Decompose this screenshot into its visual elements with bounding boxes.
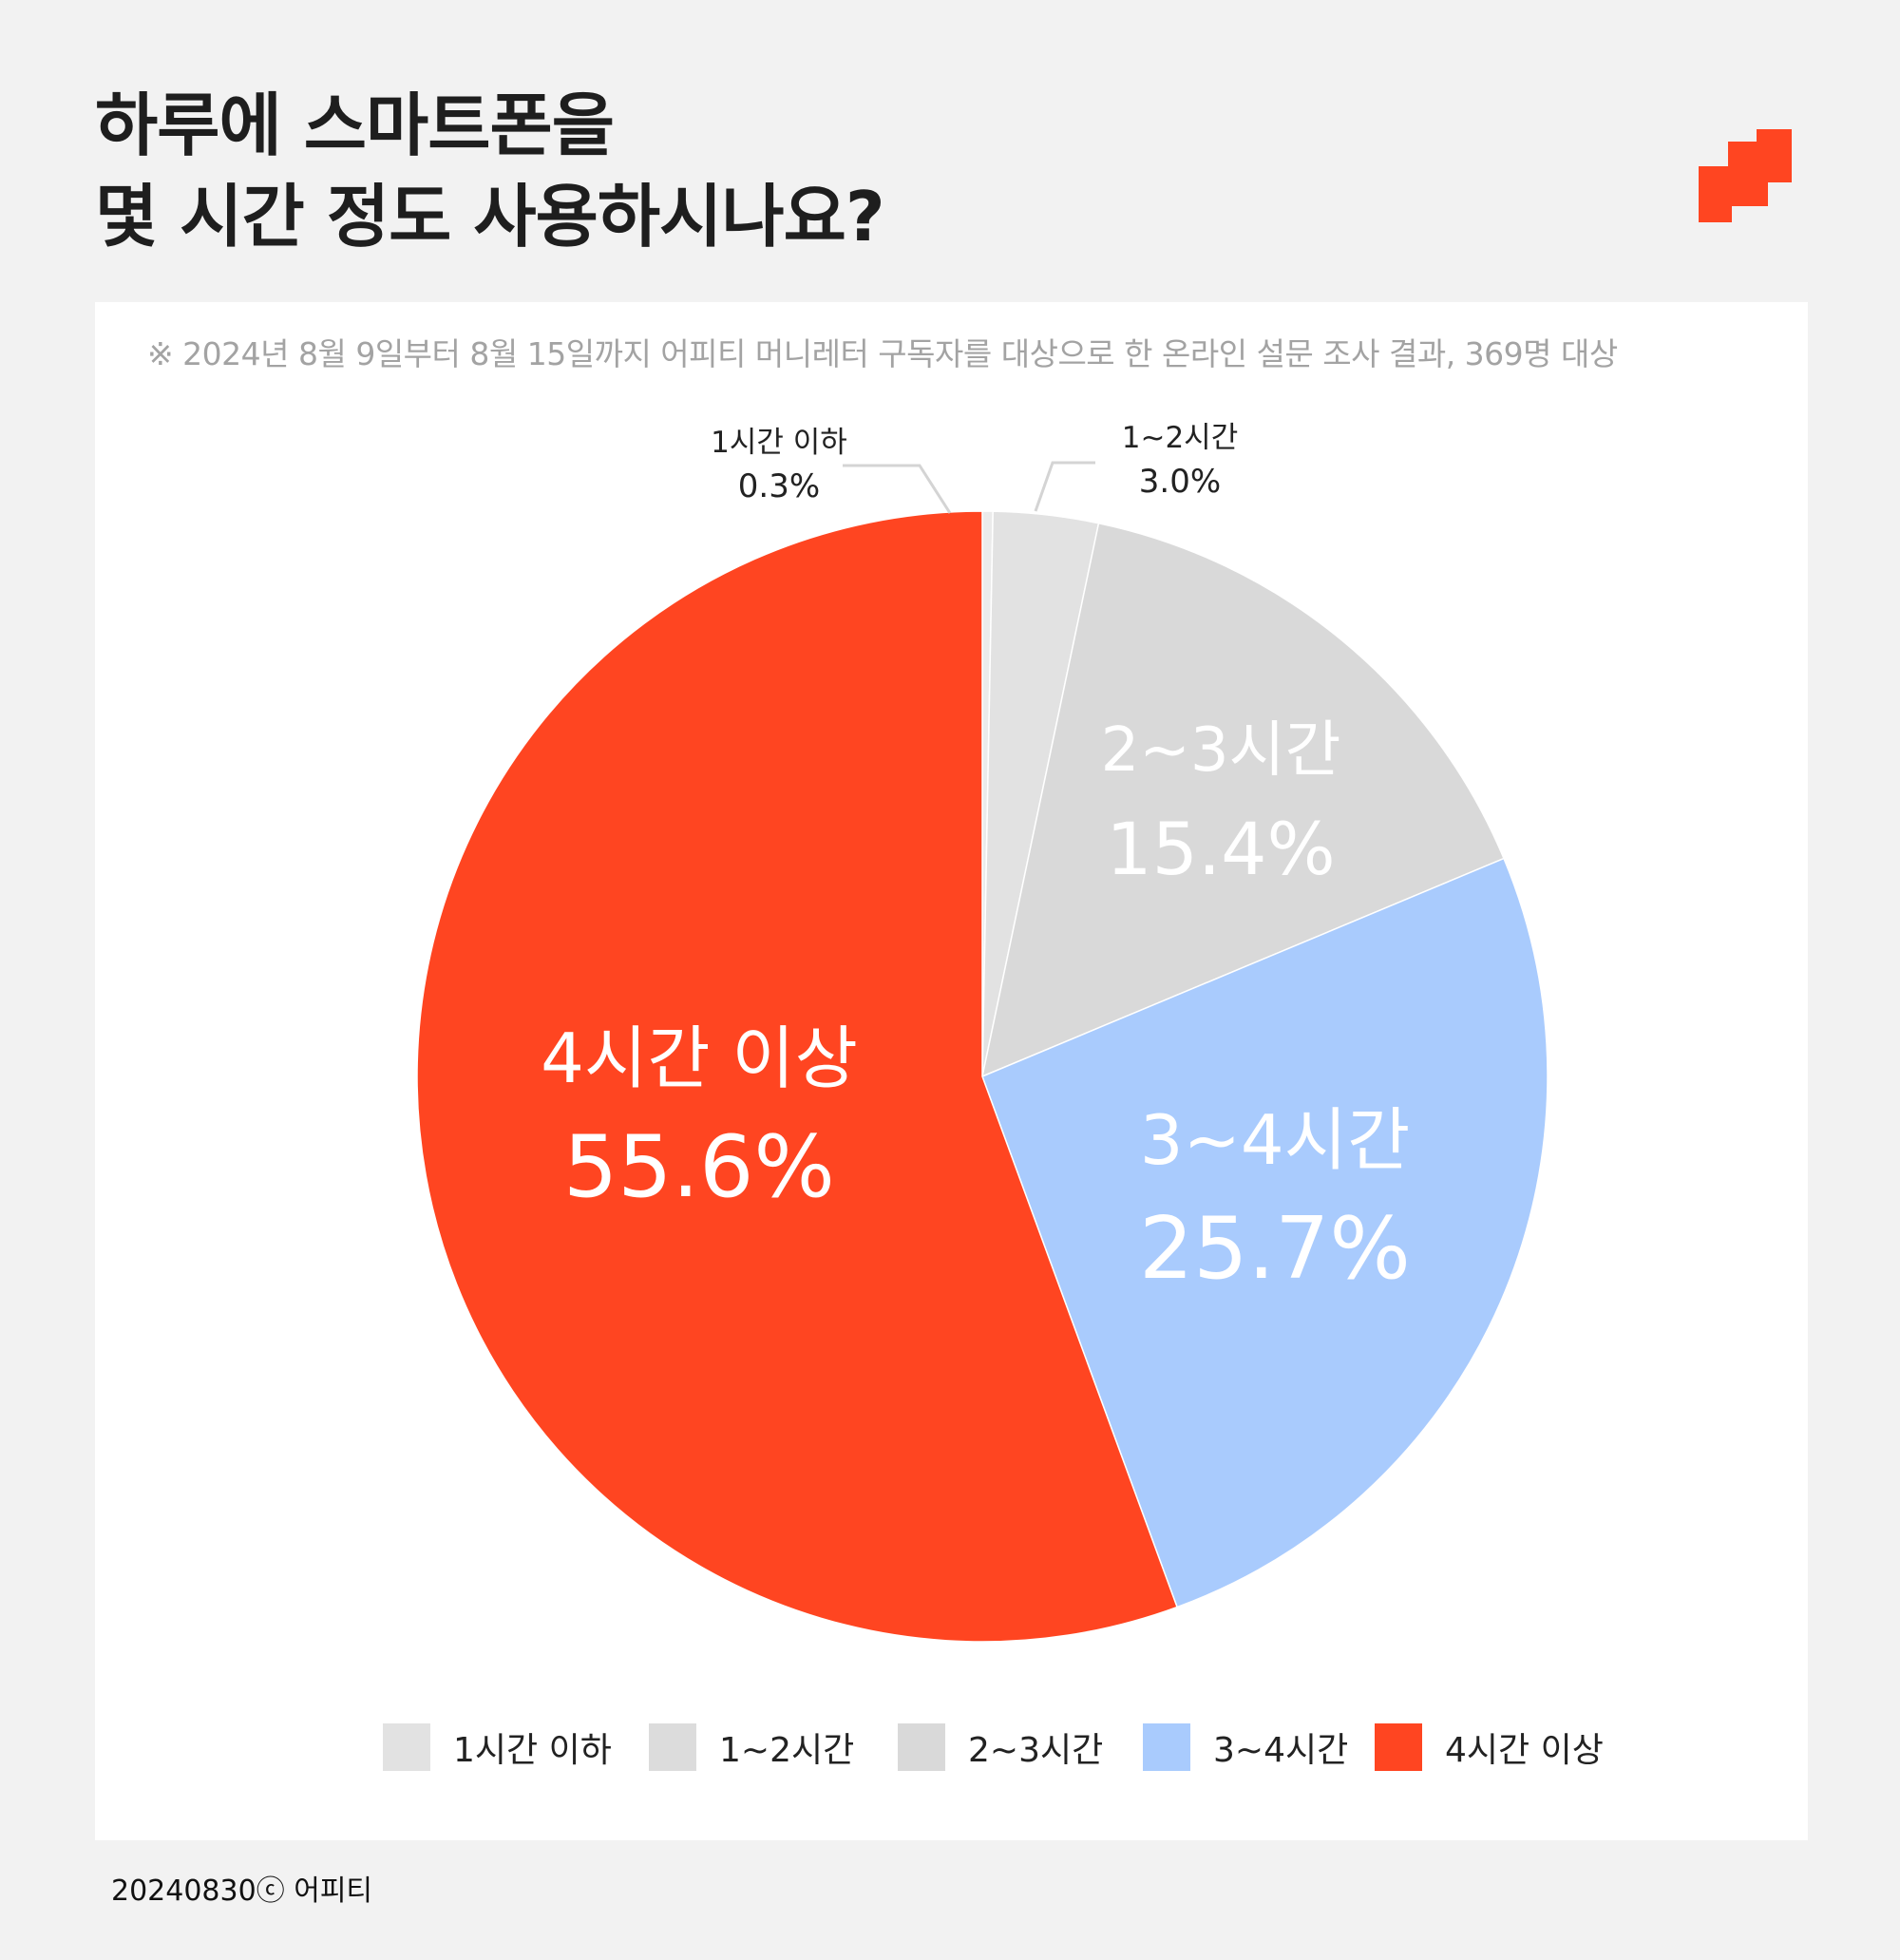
- legend-label: 1~2시간: [719, 1731, 855, 1770]
- slice-value: 15.4%: [1106, 807, 1336, 891]
- callout-label-1-2h: 1~2시간 3.0%: [1122, 416, 1238, 504]
- slice-value: 55.6%: [563, 1117, 835, 1217]
- callout-name: 1시간 이하: [711, 426, 847, 460]
- brand-logo-icon: [1699, 129, 1792, 222]
- legend-label: 2~3시간: [968, 1731, 1104, 1770]
- callout-line-1h: [843, 464, 952, 514]
- footer-copyright: 20240830ⓒ 어피티: [111, 1874, 373, 1908]
- legend-swatch: [1143, 1723, 1190, 1771]
- pie-slice-4: [981, 857, 1548, 1608]
- legend-swatch: [898, 1723, 945, 1771]
- callout-value: 0.3%: [737, 467, 821, 505]
- legend-item-1h: 1시간 이하: [383, 1722, 612, 1772]
- pie-slices: [416, 510, 1548, 1643]
- legend-item-2-3h: 2~3시간: [898, 1722, 1103, 1772]
- title-line-1: 하루에 스마트폰을: [95, 86, 615, 165]
- legend-item-1-2h: 1~2시간: [649, 1722, 854, 1772]
- legend-label: 3~4시간: [1213, 1731, 1349, 1770]
- callout-line-1-2h: [1034, 461, 1095, 512]
- page-title: 하루에 스마트폰을 몇 시간 정도 사용하시나요?: [95, 80, 885, 262]
- callout-name: 1~2시간: [1121, 421, 1239, 455]
- callout-label-1h: 1시간 이하 0.3%: [711, 421, 847, 508]
- pie-slice-5: [416, 510, 1179, 1643]
- survey-note: ※ 2024년 8월 9일부터 8월 15일까지 어피티 머니레터 구독자를 대…: [147, 335, 1618, 372]
- slice-label-2-3h: 2~3시간 15.4%: [1101, 720, 1341, 885]
- callout-value: 3.0%: [1138, 463, 1222, 501]
- pie-chart: [416, 461, 1548, 1643]
- slice-name: 2~3시간: [1100, 715, 1341, 786]
- legend-swatch: [649, 1723, 696, 1771]
- legend-item-3-4h: 3~4시간: [1143, 1722, 1348, 1772]
- pie-slice-3: [980, 522, 1505, 1078]
- legend-swatch: [1375, 1723, 1422, 1771]
- slice-name: 4시간 이상: [541, 1018, 858, 1098]
- legend-label: 1시간 이하: [453, 1731, 612, 1770]
- title-line-2: 몇 시간 정도 사용하시나요?: [95, 177, 885, 257]
- chart-card: ※ 2024년 8월 9일부터 8월 15일까지 어피티 머니레터 구독자를 대…: [95, 302, 1808, 1840]
- logo-shape: [1699, 129, 1792, 222]
- slice-label-4h-plus: 4시간 이상 55.6%: [541, 1024, 858, 1210]
- slice-value: 25.7%: [1139, 1199, 1411, 1299]
- slice-name: 3~4시간: [1139, 1100, 1411, 1180]
- legend-swatch: [383, 1723, 430, 1771]
- legend-label: 4시간 이상: [1445, 1731, 1604, 1770]
- slice-label-3-4h: 3~4시간 25.7%: [1139, 1106, 1411, 1292]
- legend-item-4h-plus: 4시간 이상: [1375, 1722, 1604, 1772]
